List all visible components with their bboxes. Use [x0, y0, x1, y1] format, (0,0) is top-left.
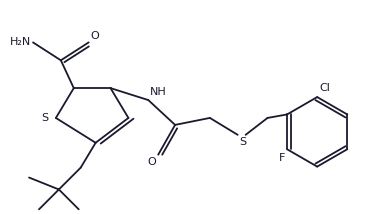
Text: NH: NH	[150, 87, 167, 97]
Text: F: F	[279, 153, 285, 163]
Text: Cl: Cl	[319, 83, 330, 93]
Text: O: O	[91, 31, 99, 42]
Text: S: S	[41, 113, 48, 123]
Text: H₂N: H₂N	[10, 37, 31, 48]
Text: S: S	[240, 137, 247, 147]
Text: O: O	[147, 157, 156, 167]
